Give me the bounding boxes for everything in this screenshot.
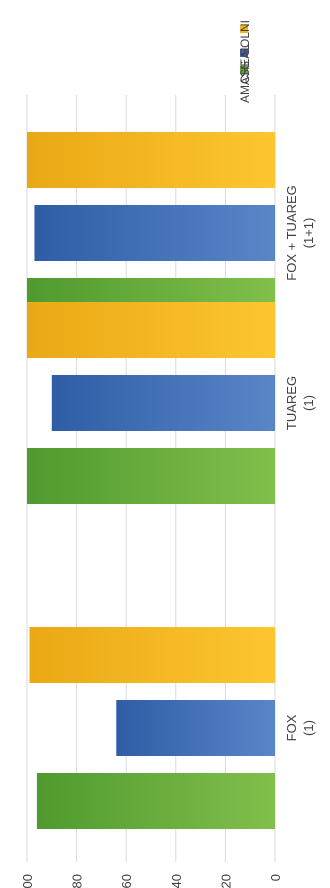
y-tick-label: 80	[70, 874, 85, 888]
bars	[27, 132, 276, 829]
bar-cheal-2	[34, 205, 275, 261]
category-labels: FOX (1)TUAREG (1)FOX + TUAREG (1+1)	[284, 185, 316, 741]
category-sublabel: (1)	[301, 395, 316, 411]
legend-swatch-amass	[240, 66, 248, 74]
legend-label-amass: AMASS	[238, 61, 252, 103]
category-label: FOX + TUAREG	[284, 185, 299, 280]
bar-cheal-0	[116, 700, 275, 756]
bar-amass-0	[36, 773, 275, 829]
legend-label-cheal: CHEAL	[238, 44, 252, 84]
category-label: FOX	[284, 714, 299, 741]
bar-solni-0	[29, 627, 276, 683]
bar-amass-1	[27, 448, 275, 504]
bar-solni-2	[27, 132, 275, 188]
category-label: TUAREG	[284, 376, 299, 430]
category-sublabel: (1+1)	[301, 218, 316, 249]
y-tick-label: 40	[169, 874, 184, 888]
legend-label-solni: SOLNI	[238, 20, 252, 56]
y-tick-label: 60	[119, 874, 134, 888]
y-tick-label: 20	[218, 874, 233, 888]
legend-swatch-solni	[240, 25, 248, 33]
y-tick-label: 0	[268, 874, 283, 881]
y-axis-ticks: 0 20 40 60 80 100	[20, 874, 283, 888]
bar-solni-1	[27, 302, 275, 358]
category-sublabel: (1)	[301, 720, 316, 736]
legend-swatch-cheal	[240, 49, 248, 57]
y-tick-label: 100	[20, 874, 35, 888]
bar-cheal-1	[51, 375, 275, 431]
